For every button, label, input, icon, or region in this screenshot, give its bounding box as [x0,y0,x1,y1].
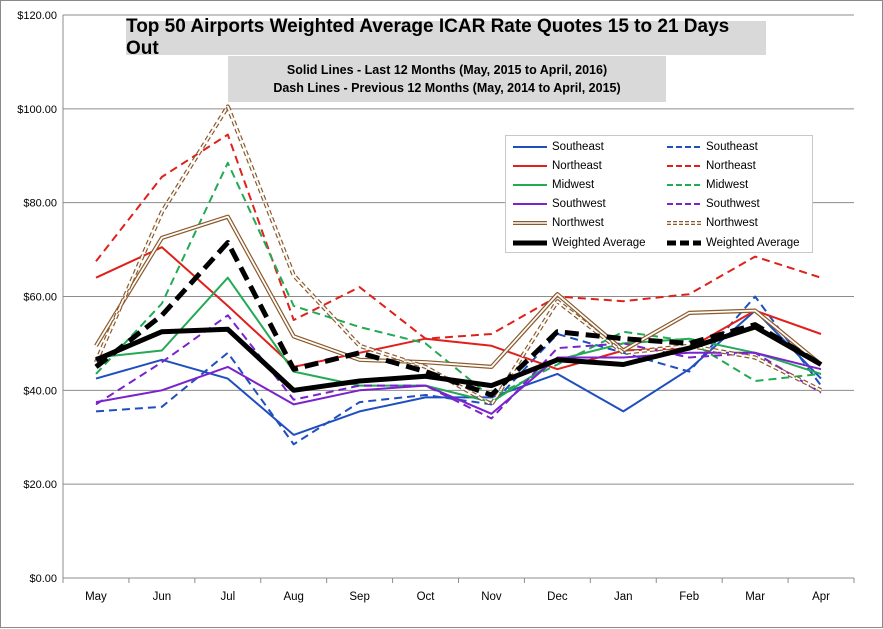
legend-entry: Weighted Average [512,233,646,252]
legend-swatch [513,145,547,148]
legend-label: Weighted Average [706,236,800,249]
legend-label: Northwest [706,217,758,230]
series-line-northwest-solid-inner [95,215,822,368]
y-tick-label: $80.00 [23,198,57,210]
chart-title: Top 50 Airports Weighted Average ICAR Ra… [126,16,766,59]
legend-swatch [513,164,547,167]
series-line-weighted-average-dash [94,240,823,398]
legend-label: Northeast [706,159,756,172]
y-tick-label: $20.00 [23,479,57,491]
legend-swatch [513,240,547,245]
legend-entry: Northwest [666,214,758,233]
y-tick-label: $0.00 [29,573,57,585]
legend-swatch [667,183,701,186]
y-tick-label: $40.00 [23,385,57,397]
legend-entry: Midwest [512,175,594,194]
legend-swatch [667,240,701,245]
series-line-southeast-dash [95,295,822,446]
series-line-southeast-solid [95,309,822,436]
y-tick-label: $100.00 [17,104,57,116]
legend-entry: Northeast [666,156,756,175]
legend-swatch [667,145,701,148]
x-tick-label: Apr [812,591,830,603]
legend-label: Northeast [552,159,602,172]
legend-swatch [513,183,547,186]
series-line-southwest-dash [95,314,822,420]
x-tick-label: Jun [153,591,172,603]
x-tick-label: Mar [745,591,765,603]
legend-label: Southwest [552,198,606,211]
legend-entry: Southeast [666,137,758,156]
x-tick-label: Feb [679,591,699,603]
legend-entry: Weighted Average [666,233,800,252]
legend-entry: Southwest [512,195,606,214]
legend-label: Midwest [706,178,749,191]
legend-label: Midwest [552,178,595,191]
legend-swatch [667,203,701,206]
legend-swatch [667,164,701,167]
legend-label: Weighted Average [552,236,646,249]
legend-swatch [513,221,547,226]
legend-label: Southwest [706,198,760,211]
x-tick-label: Jul [220,591,235,603]
legend-label: Southeast [706,140,758,153]
x-tick-label: May [85,591,107,603]
x-tick-label: Dec [547,591,568,603]
x-tick-label: Sep [349,591,369,603]
subtitle-line-1: Solid Lines - Last 12 Months (May, 2015 … [286,63,608,77]
legend-swatch [513,203,547,206]
legend-label: Northwest [552,217,604,230]
y-tick-label: $120.00 [17,10,57,22]
series-line-southwest-solid [95,351,822,415]
legend-entry: Southeast [512,137,604,156]
legend-entry: Midwest [666,175,748,194]
y-tick-label: $60.00 [23,292,57,304]
x-tick-label: Aug [283,591,303,603]
legend-swatch [667,221,701,226]
legend-entry: Northeast [512,156,602,175]
legend: Southeast Southeast Northeast Northeast Midw… [505,135,813,253]
chart-subtitle: Solid Lines - Last 12 Months (May, 2015 … [228,56,666,102]
x-tick-label: Jan [614,591,633,603]
x-tick-label: Oct [417,591,436,603]
series-line-northeast-dash [95,133,822,340]
subtitle-line-2: Dash Lines - Previous 12 Months (May, 20… [273,81,621,95]
legend-entry: Southwest [666,195,760,214]
x-tick-label: Nov [481,591,502,603]
legend-entry: Northwest [512,214,604,233]
legend-label: Southeast [552,140,604,153]
